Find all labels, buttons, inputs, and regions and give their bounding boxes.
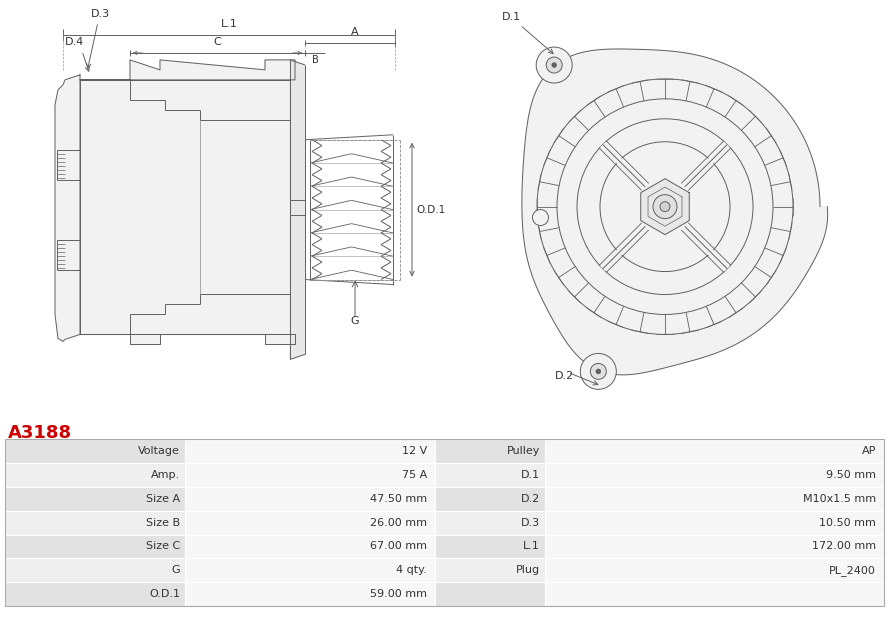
Text: 75 A: 75 A — [402, 470, 427, 480]
Text: M10x1.5 mm: M10x1.5 mm — [803, 494, 876, 504]
Bar — [545, 511, 884, 535]
Text: L.1: L.1 — [220, 19, 237, 29]
Text: D.2: D.2 — [555, 371, 574, 381]
Bar — [5, 439, 884, 606]
Text: D.1: D.1 — [521, 470, 540, 480]
Circle shape — [546, 57, 562, 73]
Text: D.1: D.1 — [502, 12, 521, 22]
Text: C: C — [213, 37, 221, 47]
Bar — [435, 558, 545, 583]
Text: 4 qty.: 4 qty. — [396, 565, 427, 575]
Bar — [545, 535, 884, 558]
Text: 59.00 mm: 59.00 mm — [370, 589, 427, 599]
Text: Size A: Size A — [146, 494, 180, 504]
Bar — [545, 558, 884, 583]
Circle shape — [653, 194, 677, 219]
Text: A: A — [351, 27, 359, 37]
Bar — [5, 439, 185, 463]
Text: L.1: L.1 — [523, 541, 540, 551]
Bar — [185, 511, 435, 535]
Bar — [5, 535, 185, 558]
Bar — [5, 487, 185, 511]
Bar — [545, 583, 884, 606]
Bar — [545, 439, 884, 463]
Bar — [5, 558, 185, 583]
Bar — [5, 583, 185, 606]
Text: Amp.: Amp. — [151, 470, 180, 480]
Text: 67.00 mm: 67.00 mm — [370, 541, 427, 551]
Bar — [435, 463, 545, 487]
Circle shape — [536, 47, 573, 83]
Polygon shape — [80, 80, 290, 335]
Polygon shape — [80, 335, 295, 345]
Text: Plug: Plug — [516, 565, 540, 575]
Bar — [435, 439, 545, 463]
Text: Voltage: Voltage — [138, 446, 180, 456]
Circle shape — [597, 369, 600, 373]
Text: A3188: A3188 — [8, 424, 72, 442]
Text: O.D.1: O.D.1 — [149, 589, 180, 599]
Text: D.3: D.3 — [521, 518, 540, 528]
Text: G: G — [350, 316, 359, 326]
Circle shape — [581, 353, 616, 389]
Bar — [185, 463, 435, 487]
Circle shape — [533, 209, 549, 226]
Bar — [435, 511, 545, 535]
Bar — [435, 487, 545, 511]
Text: D.2: D.2 — [521, 494, 540, 504]
Circle shape — [552, 63, 557, 67]
Circle shape — [577, 119, 753, 295]
Circle shape — [660, 202, 670, 212]
Bar — [435, 583, 545, 606]
Bar — [185, 487, 435, 511]
Text: B: B — [312, 55, 318, 65]
Text: 9.50 mm: 9.50 mm — [826, 470, 876, 480]
Bar — [185, 535, 435, 558]
Text: D.4: D.4 — [66, 37, 84, 47]
Polygon shape — [290, 60, 305, 359]
Text: 10.50 mm: 10.50 mm — [819, 518, 876, 528]
Bar — [5, 463, 185, 487]
Text: 47.50 mm: 47.50 mm — [370, 494, 427, 504]
Circle shape — [590, 363, 606, 379]
Bar — [435, 535, 545, 558]
Polygon shape — [55, 75, 80, 341]
Text: G: G — [172, 565, 180, 575]
Bar — [185, 439, 435, 463]
Text: Size C: Size C — [146, 541, 180, 551]
Text: D.3: D.3 — [91, 9, 109, 19]
Bar — [5, 511, 185, 535]
Bar — [185, 558, 435, 583]
Bar — [545, 487, 884, 511]
Text: Pulley: Pulley — [507, 446, 540, 456]
Text: Size B: Size B — [146, 518, 180, 528]
Polygon shape — [641, 179, 689, 235]
Text: 12 V: 12 V — [402, 446, 427, 456]
Bar — [185, 583, 435, 606]
Polygon shape — [522, 49, 828, 375]
Polygon shape — [80, 60, 295, 80]
Text: 172.00 mm: 172.00 mm — [812, 541, 876, 551]
Text: PL_2400: PL_2400 — [829, 565, 876, 576]
Text: 26.00 mm: 26.00 mm — [370, 518, 427, 528]
Text: AP: AP — [861, 446, 876, 456]
Text: O.D.1: O.D.1 — [416, 204, 445, 215]
Bar — [545, 463, 884, 487]
